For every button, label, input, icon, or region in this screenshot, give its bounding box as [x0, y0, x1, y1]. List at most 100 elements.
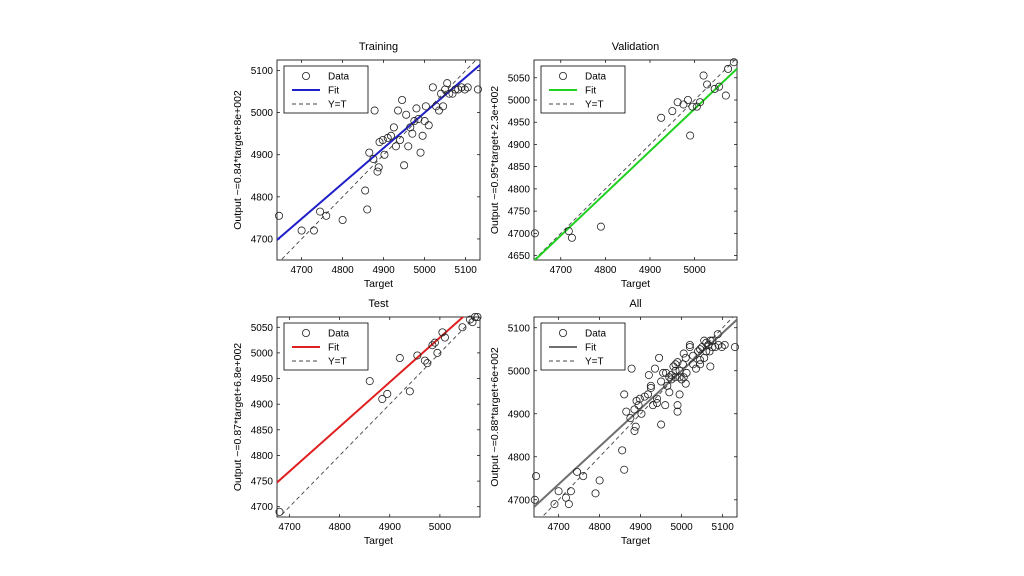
chart-1-data-point	[369, 154, 378, 163]
chart-2-data-point	[688, 102, 697, 111]
chart-1-legend-label: Y=T	[328, 100, 347, 111]
chart-4-data-point	[717, 343, 726, 352]
chart-4-data-point	[682, 368, 691, 377]
chart-4-data-point	[644, 390, 653, 399]
chart-4-legend-label: Y=T	[585, 357, 604, 368]
chart-1-data-point	[363, 205, 372, 214]
chart-2-ytick-label: 5000	[508, 96, 531, 107]
chart-4-ytick-label: 5000	[508, 366, 531, 377]
chart-2-data-point	[564, 227, 573, 236]
chart-3-data-point	[428, 341, 437, 350]
chart-4-data-point	[730, 343, 739, 352]
chart-4-data-point	[653, 394, 662, 403]
chart-4-data-point	[530, 495, 539, 504]
chart-3-ytick-label: 4750	[251, 477, 274, 488]
chart-4-data-point	[626, 414, 635, 423]
chart-4-data-point	[681, 379, 690, 388]
chart-2-data-points	[530, 58, 738, 242]
chart-1-data-point	[275, 211, 284, 220]
chart-4-data-point	[681, 353, 690, 362]
chart-3-xtick-label: 4900	[379, 522, 402, 533]
chart-3-data-point	[438, 328, 447, 337]
chart-4-data-points	[530, 330, 739, 509]
chart-2-data-point	[683, 96, 692, 105]
chart-4-data-point	[673, 407, 682, 416]
chart-2-data-point	[567, 233, 576, 242]
chart-1-data-point	[437, 89, 446, 98]
chart-1-data-point	[322, 211, 331, 220]
chart-3-data-point	[430, 338, 439, 347]
chart-3-xtick-label: 4800	[329, 522, 352, 533]
chart-2-ytick-label: 4850	[508, 162, 531, 173]
chart-1-data-point	[316, 207, 325, 216]
chart-3-legend-marker-data	[301, 328, 310, 337]
chart-4-data-point	[661, 401, 670, 410]
chart-2-data-point	[724, 64, 733, 73]
chart-4-data-point	[644, 371, 653, 380]
chart-2-data-point	[721, 91, 730, 100]
chart-3-ytick-label: 4900	[251, 400, 274, 411]
chart-2-ytick-label: 4950	[508, 118, 531, 129]
chart-2-ytick-label: 4800	[508, 184, 531, 195]
chart-1-legend: Data Fit Y=T	[283, 65, 369, 114]
chart-1-xlabel: Target	[364, 278, 393, 290]
chart-4-data-point	[708, 336, 717, 345]
chart-4-data-point	[657, 377, 666, 386]
chart-1-data-point	[420, 117, 429, 126]
chart-4-xlabel: Target	[621, 535, 650, 547]
chart-1-ytick-label: 5000	[251, 108, 274, 119]
chart-4-data-point	[675, 373, 684, 382]
chart-1-data-point	[402, 110, 411, 119]
chart-2-data-point	[715, 82, 724, 91]
chart-3-data-point	[473, 312, 482, 321]
chart-1-data-point	[460, 85, 469, 94]
chart-1-data-point	[380, 150, 389, 159]
chart-1-data-point	[365, 148, 374, 157]
chart-4-data-point	[713, 330, 722, 339]
chart-2-ytick-label: 4900	[508, 140, 531, 151]
chart-4-data-point	[673, 401, 682, 410]
chart-4-ytick-label: 4900	[508, 409, 531, 420]
chart-1-data-point	[338, 215, 347, 224]
chart-4-data-point	[655, 353, 664, 362]
chart-1-legend-marker-data	[301, 72, 310, 81]
chart-1-data-point	[414, 114, 423, 123]
chart-3-data-point	[365, 377, 374, 386]
chart-4-data-point	[622, 407, 631, 416]
chart-1-data-point	[396, 135, 405, 144]
chart-4-data-point	[685, 343, 694, 352]
chart-3-ytick-label: 4950	[251, 374, 274, 385]
chart-4-data-point	[653, 399, 662, 408]
chart-4-legend-label: Fit	[585, 343, 596, 354]
chart-3-ytick-label: 4800	[251, 451, 274, 462]
chart-2-data-point	[673, 98, 682, 107]
chart-2-legend: Data Fit Y=T	[540, 65, 626, 114]
chart-1-data-point	[448, 89, 457, 98]
chart-4-data-point	[685, 340, 694, 349]
chart-1-data-point	[428, 83, 437, 92]
chart-3-xlabel: Target	[364, 535, 393, 547]
chart-4-data-point	[706, 362, 715, 371]
chart-4-data-point	[678, 360, 687, 369]
chart-3-data-point	[405, 387, 414, 396]
chart-2-data-point	[729, 58, 738, 67]
chart-2-xtick-label: 4900	[639, 265, 662, 276]
chart-4-data-point	[696, 345, 705, 354]
chart-4-ytick-label: 4800	[508, 452, 531, 463]
chart-4-data-point	[696, 360, 705, 369]
chart-1-data-point	[445, 89, 454, 98]
chart-2-ylabel: Output ~=0.95*target+2.3e+002	[489, 86, 501, 234]
chart-1-xtick-label: 5000	[414, 265, 437, 276]
chart-4-data-point	[554, 487, 563, 496]
chart-3-title: Test	[368, 298, 388, 310]
chart-3-ytick-label: 4850	[251, 425, 274, 436]
chart-3-data-point	[383, 389, 392, 398]
chart-1-data-point	[412, 104, 421, 113]
chart-4-data-point	[694, 347, 703, 356]
chart-1-title: Training	[359, 41, 398, 53]
chart-4-data-point	[700, 336, 709, 345]
chart-4-data-point	[566, 487, 575, 496]
chart-4-data-point	[648, 401, 657, 410]
chart-2-data-point	[699, 71, 708, 80]
